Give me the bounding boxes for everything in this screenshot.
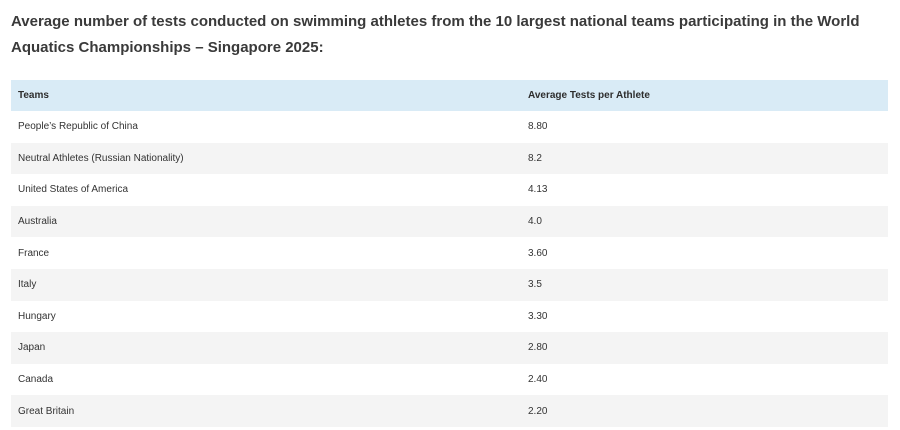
average-cell: 2.20 (528, 405, 548, 417)
column-header-average-tests: Average Tests per Athlete (528, 90, 650, 101)
average-cell: 3.5 (528, 279, 542, 291)
table-row: Japan 2.80 (11, 332, 888, 364)
average-cell: 2.40 (528, 374, 548, 386)
table-row: Australia 4.0 (11, 205, 888, 238)
header-row: Teams Average Tests per Athlete (11, 80, 888, 111)
team-cell: Neutral Athletes (Russian Nationality) (18, 152, 184, 164)
column-header-teams: Teams (18, 90, 49, 101)
tests-table: Teams Average Tests per Athlete People’s… (11, 80, 888, 427)
team-cell: Hungary (18, 310, 56, 322)
team-cell: Great Britain (18, 405, 75, 417)
average-cell: 8.80 (528, 121, 548, 133)
page-heading: Average number of tests conducted on swi… (11, 13, 860, 56)
average-cell: 3.30 (528, 310, 548, 322)
team-cell: Italy (18, 279, 37, 291)
table-row: People’s Republic of China 8.80 (11, 111, 888, 143)
table-row: France 3.60 (11, 237, 888, 269)
average-cell: 2.80 (528, 342, 548, 354)
team-cell: Australia (18, 216, 57, 228)
team-cell: Japan (18, 342, 46, 354)
table-body: People’s Republic of China 8.80 Neutral … (11, 111, 888, 427)
team-cell: France (18, 247, 50, 259)
average-cell: 4.13 (528, 184, 548, 196)
table-row: Neutral Athletes (Russian Nationality) 8… (11, 142, 888, 175)
average-cell: 3.60 (528, 247, 548, 259)
table-row: United States of America 4.13 (11, 174, 888, 206)
table-header: Teams Average Tests per Athlete (11, 80, 888, 111)
table-row: Great Britain 2.20 (11, 395, 888, 427)
average-cell: 8.2 (528, 152, 542, 164)
team-cell: Canada (18, 374, 54, 386)
table-row: Italy 3.5 (11, 268, 888, 301)
table-row: Canada 2.40 (11, 364, 888, 396)
table-row: Hungary 3.30 (11, 301, 888, 333)
team-cell: People’s Republic of China (18, 121, 138, 133)
average-cell: 4.0 (528, 216, 542, 228)
team-cell: United States of America (18, 184, 129, 196)
